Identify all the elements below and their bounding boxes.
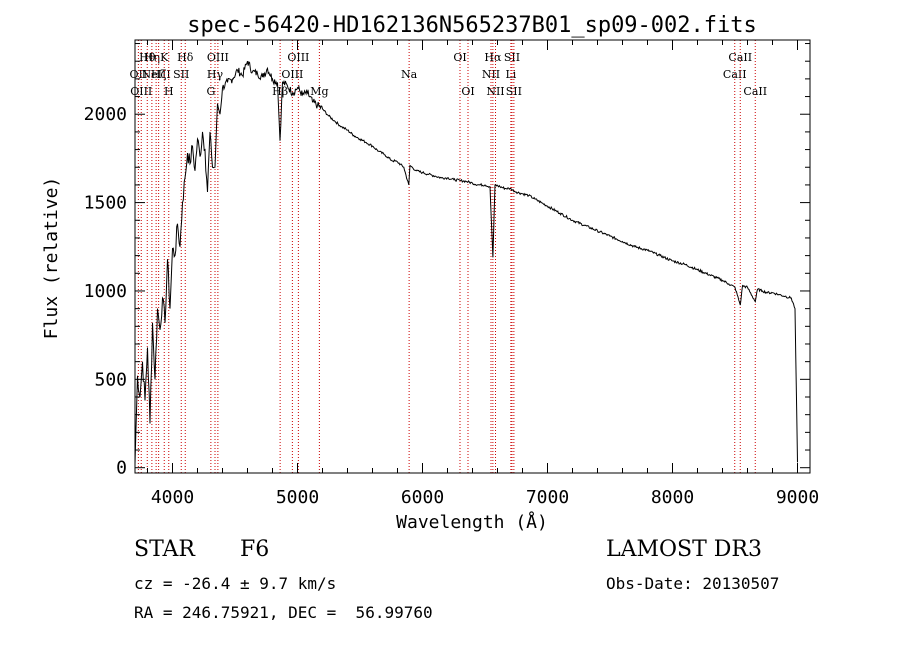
line-label-7: H <box>164 85 174 98</box>
line-label-24: SII <box>504 51 520 64</box>
survey-release: LAMOST DR3 <box>606 537 762 562</box>
line-label-20: NII <box>482 68 500 81</box>
line-label-0: OII <box>130 68 148 81</box>
line-label-11: Hγ <box>207 68 224 81</box>
object-type: STAR <box>134 537 195 562</box>
x-tick-label: 6000 <box>401 487 444 508</box>
line-label-22: NII <box>486 85 504 98</box>
line-label-12: OIII <box>207 51 229 64</box>
line-label-25: SII <box>506 85 522 98</box>
y-tick-label: 500 <box>94 369 127 390</box>
line-label-15: OIII <box>287 51 309 64</box>
x-tick-label: 7000 <box>526 487 569 508</box>
line-label-14: OIII <box>281 68 303 81</box>
x-tick-label: 9000 <box>776 487 819 508</box>
coordinates: RA = 246.75921, DEC = 56.99760 <box>134 603 433 622</box>
line-label-4: NeIII <box>142 68 171 81</box>
line-label-16: Mg <box>310 85 328 98</box>
y-tick-label: 2000 <box>84 104 127 125</box>
line-label-13: Hβ <box>272 85 288 98</box>
chart-title: spec-56420-HD162136N565237B01_sp09-002.f… <box>187 13 757 38</box>
line-label-9: SII <box>173 68 189 81</box>
x-tick-label: 8000 <box>651 487 694 508</box>
axis-ticks: 4000 5000 6000 7000 8000 9000 0 500 1000 1500 2000 <box>84 40 819 508</box>
line-label-8: Hδ <box>177 51 194 64</box>
observation-date: Obs-Date: 20130507 <box>606 574 780 593</box>
line-label-28: CaII <box>743 85 767 98</box>
redshift-velocity: cz = -26.4 ± 9.7 km/s <box>134 574 337 593</box>
line-label-5: Hζ <box>151 68 167 81</box>
line-label-19: OI <box>461 85 474 98</box>
x-tick-label: 4000 <box>151 487 194 508</box>
line-label-26: CaII <box>723 68 747 81</box>
line-label-2: Hθ <box>139 51 156 64</box>
line-label-21: Hα <box>484 51 502 64</box>
line-label-27: CaII <box>728 51 752 64</box>
x-tick-label: 5000 <box>276 487 319 508</box>
line-label-23: Li <box>505 68 516 81</box>
plot-frame <box>134 39 811 474</box>
y-tick-label: 1500 <box>84 193 127 214</box>
x-axis-label: Wavelength (Å) <box>396 511 548 533</box>
line-label-17: Na <box>401 68 418 81</box>
y-tick-label: 0 <box>116 458 127 479</box>
spectral-subclass: F6 <box>240 537 270 562</box>
line-label-6: K <box>160 51 169 64</box>
y-axis-label: Flux (relative) <box>41 177 62 340</box>
y-tick-label: 1000 <box>84 281 127 302</box>
line-label-1: OIII <box>130 85 152 98</box>
line-label-10: G <box>206 85 215 98</box>
line-label-18: OI <box>453 51 466 64</box>
flux-series-line <box>134 60 798 465</box>
line-label-3: Hη <box>144 51 160 64</box>
